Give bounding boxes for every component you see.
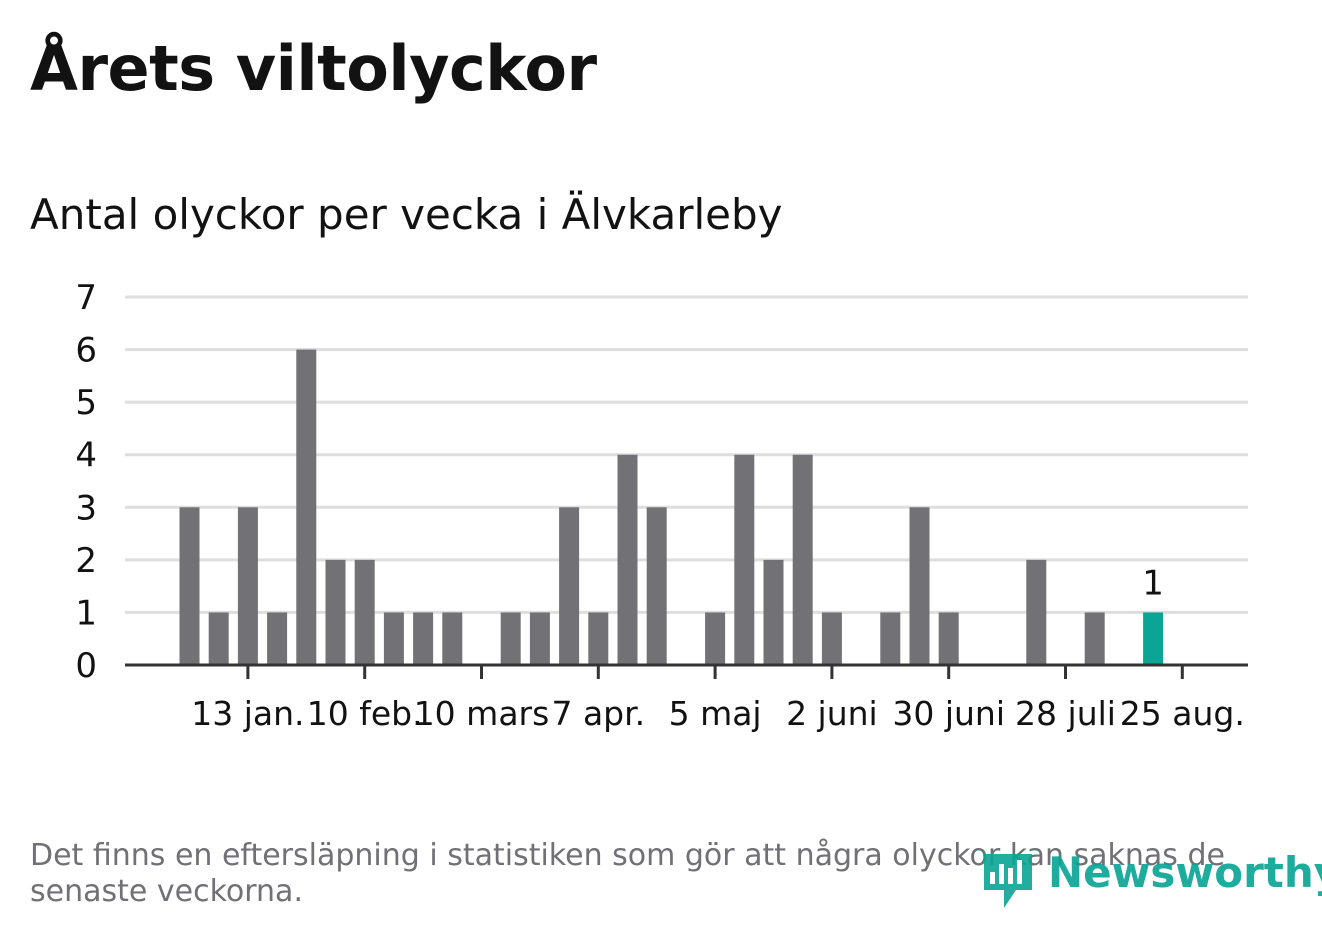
bar (354, 559, 375, 665)
y-tick-label: 7 (75, 278, 97, 318)
y-tick-label: 4 (75, 436, 97, 476)
x-tick-label: 5 maj (669, 694, 762, 733)
bar (617, 454, 638, 665)
chart-subtitle: Antal olyckor per vecka i Älvkarleby (30, 190, 783, 239)
bar (208, 612, 229, 665)
bar (909, 507, 930, 665)
x-tick-label: 25 aug. (1120, 694, 1245, 733)
chart-title: Årets viltolyckor (30, 32, 597, 105)
bar (880, 612, 901, 665)
x-tick-label: 28 juli (1015, 694, 1116, 733)
newsworthy-logo: Newsworthy (980, 848, 1322, 910)
x-tick-label: 7 apr. (551, 694, 645, 733)
bar (325, 559, 346, 665)
bar (442, 612, 463, 665)
bar (646, 507, 667, 665)
bar (1084, 612, 1105, 665)
y-tick-label: 3 (75, 488, 97, 528)
bar (1143, 612, 1164, 665)
bar (383, 612, 404, 665)
bar (413, 612, 434, 665)
bar (792, 454, 813, 665)
y-tick-label: 1 (75, 593, 97, 633)
bar (529, 612, 550, 665)
y-tick-label: 5 (75, 383, 97, 423)
bar (734, 454, 755, 665)
x-tick-label: 2 juni (786, 694, 878, 733)
bar (938, 612, 959, 665)
x-tick-label: 30 juni (892, 694, 1005, 733)
bar (821, 612, 842, 665)
x-tick-label: 10 mars (414, 694, 550, 733)
bar (559, 507, 580, 665)
bar (237, 507, 258, 665)
y-tick-label: 2 (75, 541, 97, 581)
bar (705, 612, 726, 665)
x-tick-label: 13 jan. (191, 694, 304, 733)
bar (588, 612, 609, 665)
bar-chart: 0 1 2 3 4 5 6 7 1 13 jan. 10 feb.10 mars 7 apr. 5 ma… (75, 278, 1248, 733)
bar (296, 349, 317, 665)
y-tick-label: 6 (75, 331, 97, 371)
y-tick-label: 0 (75, 646, 97, 686)
bar (763, 559, 784, 665)
data-label: 1 (1142, 563, 1164, 603)
logo-text: Newsworthy (1048, 848, 1322, 897)
bar (1026, 559, 1047, 665)
bar (179, 507, 200, 665)
x-tick-label: 10 feb. (307, 694, 423, 733)
newsworthy-chart-icon (984, 854, 1032, 908)
bar (500, 612, 521, 665)
bar (267, 612, 288, 665)
